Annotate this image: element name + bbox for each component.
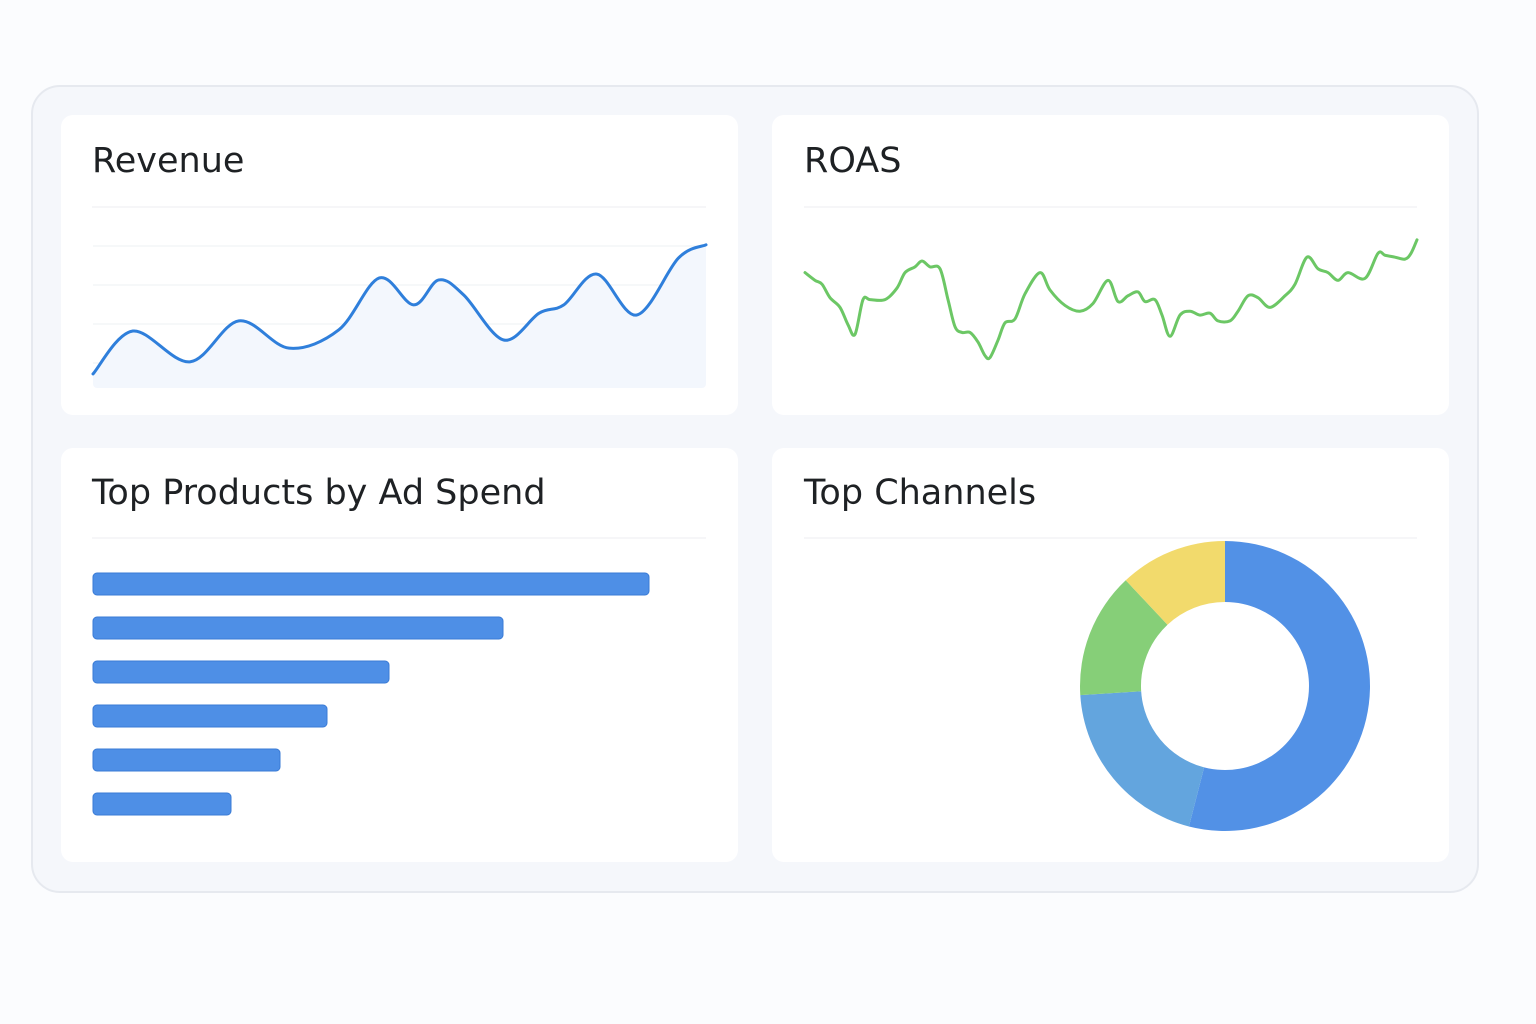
card-title: Revenue xyxy=(92,141,244,181)
bar xyxy=(92,572,650,596)
donut-segment xyxy=(1080,580,1168,696)
bar xyxy=(92,660,390,684)
bar xyxy=(92,704,328,728)
donut-segment xyxy=(1080,691,1205,827)
card-title: Top Products by Ad Spend xyxy=(91,473,546,513)
bar xyxy=(92,616,504,640)
donut-segment xyxy=(1125,541,1225,625)
donut-segment xyxy=(1188,541,1370,831)
bar xyxy=(92,748,281,772)
line xyxy=(803,238,1419,361)
area-fill xyxy=(93,244,706,388)
card-title: ROAS xyxy=(804,141,901,181)
card-title: Top Channels xyxy=(803,473,1036,513)
bar xyxy=(92,792,232,816)
line xyxy=(91,243,708,376)
card xyxy=(772,115,1449,415)
